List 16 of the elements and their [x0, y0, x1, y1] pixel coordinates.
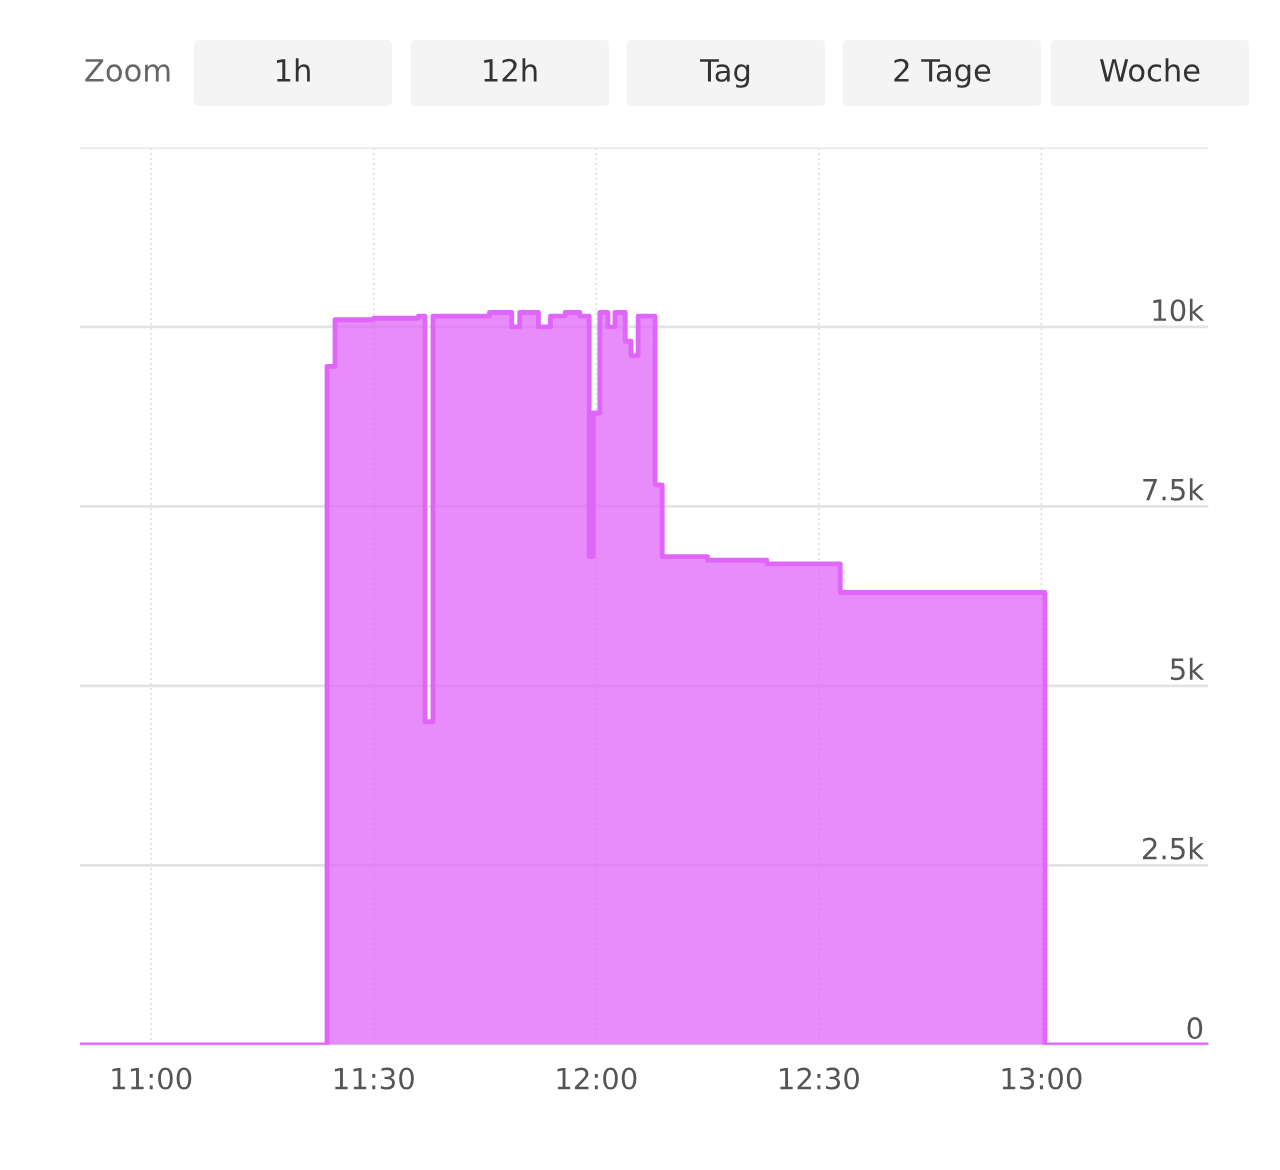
y-tick-label: 0 [1187, 1017, 1203, 1040]
y-tick-label: 10k [1153, 298, 1205, 322]
text: 1h [276, 58, 310, 82]
y-tick-label: 7.5k [1143, 478, 1205, 501]
text: 2 Tage [894, 58, 991, 88]
y-tick-label: 5k [1170, 657, 1205, 681]
text: Tag [700, 59, 750, 88]
x-tick-label: 11:30 [334, 1067, 414, 1090]
text: Woche [1099, 58, 1200, 82]
x-tick-label: 12:30 [780, 1067, 859, 1090]
text: Zoom [85, 59, 170, 82]
x-tick-label: 13:00 [1002, 1067, 1082, 1090]
x-tick-label: 12:00 [557, 1067, 637, 1090]
x-tick-label: 11:00 [112, 1067, 192, 1090]
y-tick-label: 2.5k [1143, 837, 1205, 860]
text: 12h [484, 58, 537, 82]
